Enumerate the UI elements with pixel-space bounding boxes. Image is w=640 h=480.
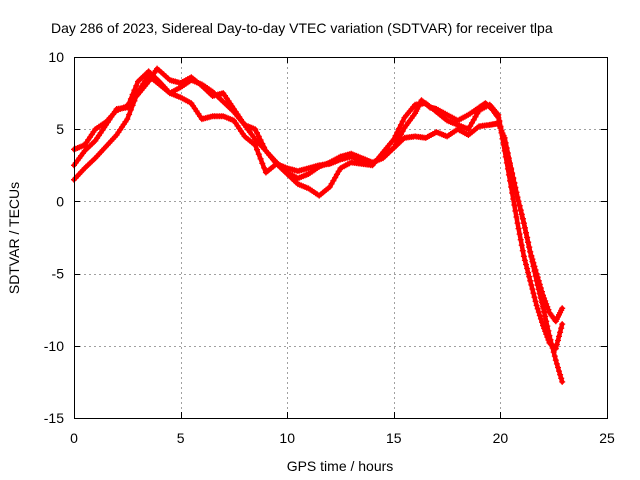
y-axis-label: SDTVAR / TECUs — [6, 182, 22, 294]
x-tick-label: 10 — [279, 430, 295, 446]
x-tick-label: 15 — [386, 430, 402, 446]
chart-title: Day 286 of 2023, Sidereal Day-to-day VTE… — [51, 20, 553, 36]
x-axis-label: GPS time / hours — [287, 458, 394, 474]
series-layer — [71, 65, 566, 385]
x-tick-label: 20 — [493, 430, 509, 446]
x-tick-label: 25 — [599, 430, 615, 446]
x-tick-label: 0 — [70, 430, 78, 446]
y-tick-label: 0 — [56, 193, 64, 209]
y-tick-label: 10 — [48, 49, 64, 65]
y-tick-label: -15 — [44, 410, 64, 426]
tick-layer: 0 5 10 15 20 25 -15 -10 -5 0 5 10 — [44, 49, 615, 446]
x-tick-label: 5 — [177, 430, 185, 446]
y-tick-label: -5 — [52, 266, 65, 282]
y-tick-label: -10 — [44, 338, 64, 354]
plot-frame — [74, 57, 608, 419]
y-tick-label: 5 — [56, 121, 64, 137]
